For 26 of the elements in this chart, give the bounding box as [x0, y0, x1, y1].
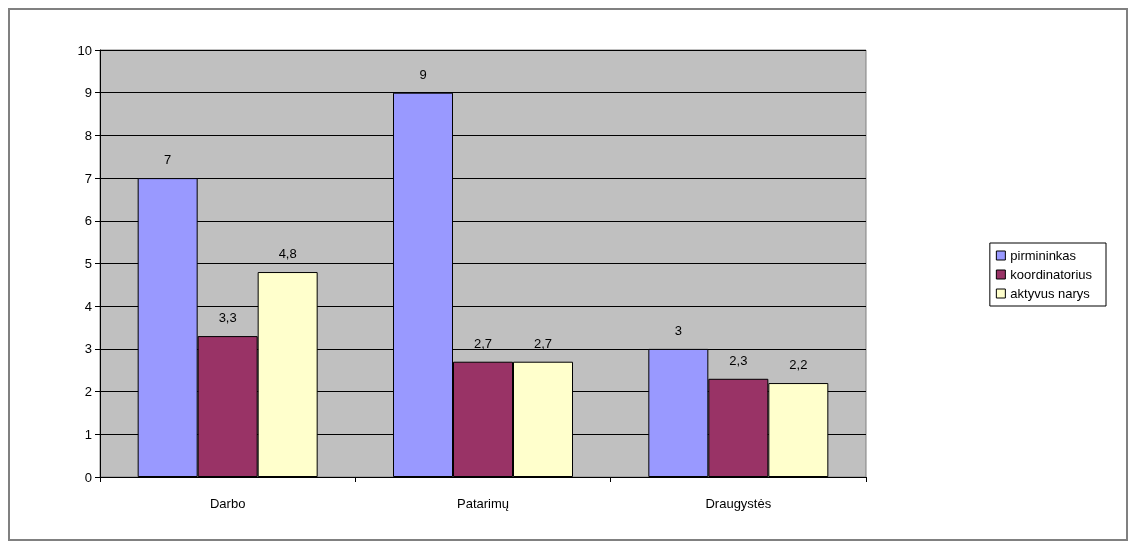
data-label: 2,7 [533, 335, 553, 351]
x-tick-label: Darbo [209, 496, 246, 511]
data-label: 3,3 [218, 310, 237, 326]
y-tick-label: 3 [84, 341, 92, 357]
data-label: 4,8 [278, 246, 297, 262]
y-tick-label: 5 [84, 256, 92, 271]
y-tick-label: 4 [84, 298, 92, 314]
data-label: 2,3 [729, 352, 748, 368]
x-tick-label: Draugystės [705, 496, 772, 511]
legend-label: koordinatorius [1010, 267, 1093, 282]
legend-label: pirmininkas [1010, 248, 1077, 263]
data-label: 2,7 [473, 335, 493, 351]
x-tick-label: Patarimų [456, 496, 510, 511]
y-tick-label: 9 [84, 85, 92, 101]
y-tick-label: 7 [84, 170, 92, 186]
data-label: 9 [419, 66, 427, 82]
y-tick-label: 6 [84, 213, 92, 229]
y-tick-label: 1 [84, 426, 92, 442]
y-tick-label: 0 [84, 469, 92, 485]
data-label: 7 [164, 152, 172, 168]
y-tick-label: 8 [84, 127, 92, 143]
y-tick-label: 10 [77, 42, 92, 58]
legend-label: aktyvus narys [1010, 286, 1091, 301]
data-label: 2,2 [789, 357, 808, 373]
y-tick-label: 2 [84, 384, 92, 400]
data-label: 3 [674, 322, 682, 338]
